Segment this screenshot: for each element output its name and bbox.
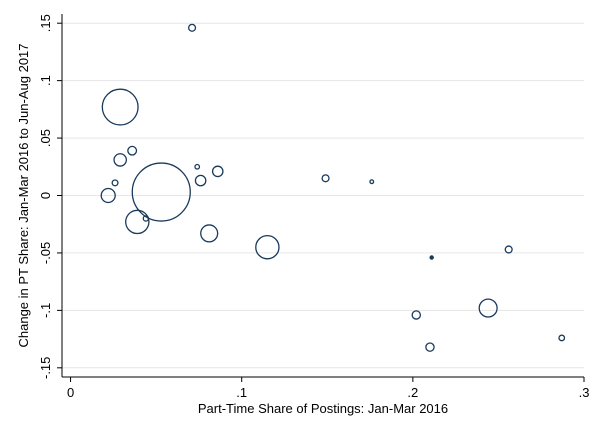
y-tick-label: -.15 (38, 357, 53, 379)
data-point (113, 153, 127, 167)
y-axis-title: Change in PT Share: Jan-Mar 2016 to Jun-… (16, 43, 31, 347)
data-point (142, 215, 150, 222)
data-point (200, 224, 219, 243)
data-point (369, 179, 375, 185)
gridlines (62, 22, 584, 369)
data-point (411, 310, 422, 320)
x-tick-label: .1 (236, 385, 247, 400)
data-point (425, 342, 435, 352)
data-point (187, 23, 197, 32)
y-tick-label: .15 (38, 14, 53, 32)
y-axis-ticks: -.15 -.1 -.05 0 .05 .1 .15 (38, 14, 62, 379)
x-axis-title: Part-Time Share of Postings: Jan-Mar 201… (198, 401, 448, 416)
data-point (504, 245, 513, 254)
data-point (131, 162, 191, 222)
data-point (478, 298, 498, 318)
data-point (194, 163, 201, 170)
data-point (211, 165, 224, 178)
x-tick-label: .2 (407, 385, 418, 400)
x-axis-ticks: 0 .1 .2 .3 (67, 377, 589, 400)
data-point (321, 174, 330, 183)
y-tick-label: -.1 (38, 303, 53, 318)
data-point (558, 334, 566, 342)
data-point (111, 179, 119, 187)
data-point (101, 88, 139, 126)
data-point (127, 145, 138, 156)
data-point (100, 187, 116, 204)
y-tick-label: .05 (38, 129, 53, 147)
data-point (125, 209, 150, 235)
y-tick-label: .1 (38, 75, 53, 86)
y-tick-label: 0 (38, 192, 53, 199)
x-tick-label: .3 (579, 385, 590, 400)
data-point (255, 234, 280, 260)
data-points (100, 23, 566, 352)
data-point (194, 174, 207, 187)
data-point (429, 255, 434, 260)
x-tick-label: 0 (67, 385, 74, 400)
y-tick-label: -.05 (38, 242, 53, 264)
